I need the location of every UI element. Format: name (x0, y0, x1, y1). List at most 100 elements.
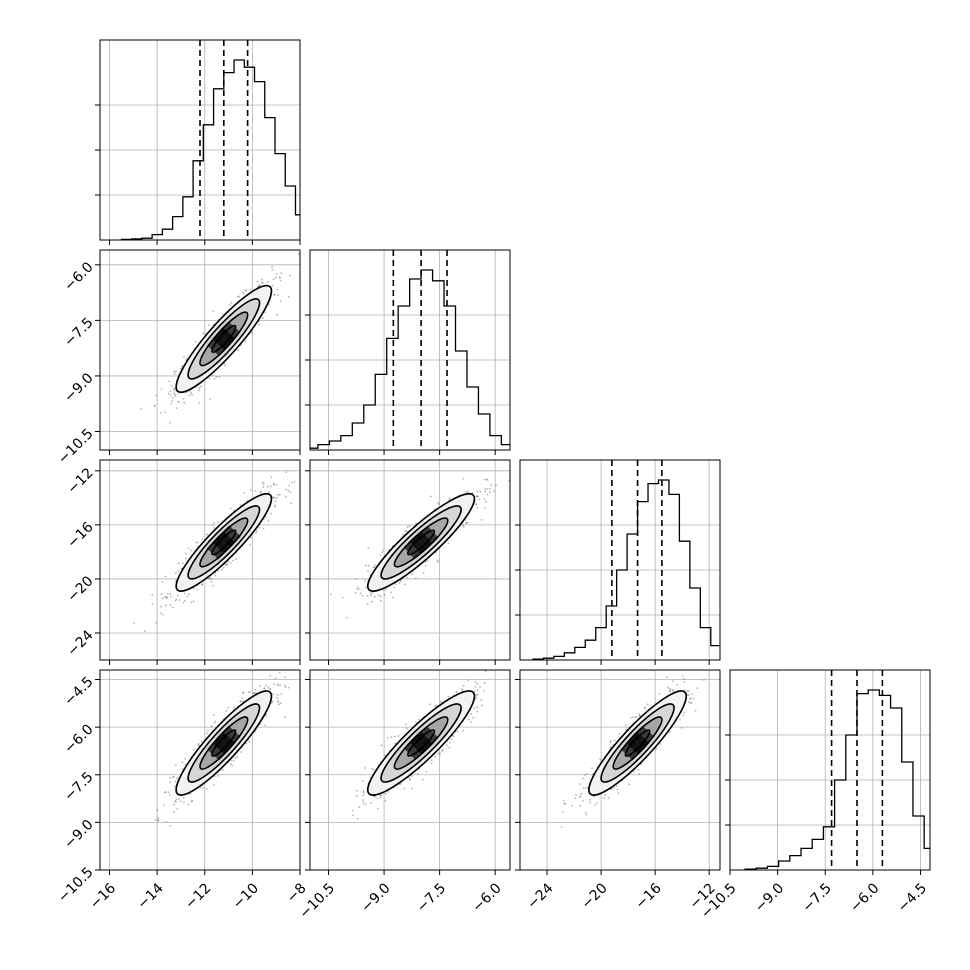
sample-point (279, 684, 281, 687)
sample-point (254, 490, 257, 492)
sample-point (298, 252, 300, 255)
sample-point (599, 758, 602, 761)
sample-point (163, 791, 166, 794)
sample-point (174, 764, 177, 767)
sample-point (255, 531, 257, 534)
sample-point (261, 481, 264, 484)
sample-point (184, 757, 187, 760)
sample-point (194, 340, 197, 343)
sample-point (276, 699, 279, 702)
sample-point (377, 594, 380, 597)
sample-point (680, 727, 683, 729)
sample-point (373, 795, 376, 798)
sample-point (157, 820, 160, 822)
sample-point (476, 490, 479, 493)
sample-point (643, 707, 646, 710)
sample-point (285, 488, 288, 491)
sample-point (422, 572, 425, 574)
sample-point (259, 685, 261, 687)
sample-point (410, 775, 413, 777)
sample-point (169, 390, 172, 393)
x-tick-label: −9.0 (358, 880, 393, 915)
sample-point (212, 374, 214, 377)
sample-point (250, 332, 253, 334)
sample-point (172, 810, 175, 813)
sample-point (603, 797, 605, 800)
scatter-panel-3-1: −24 −20 −16 −12 (64, 459, 301, 665)
sample-point (669, 731, 672, 734)
sample-point (484, 507, 486, 509)
sample-point (415, 522, 418, 525)
sample-point (447, 542, 450, 545)
sample-point (277, 701, 280, 704)
sample-point (370, 767, 373, 770)
sample-point (223, 362, 226, 365)
sample-point (169, 592, 172, 595)
sample-point (484, 670, 487, 673)
sample-point (176, 594, 179, 597)
plot-area (100, 670, 300, 870)
sample-point (172, 389, 175, 392)
sample-point (192, 600, 195, 603)
sample-point (405, 727, 408, 730)
x-tick-label: −6.0 (847, 880, 882, 915)
sample-point (198, 389, 201, 392)
sample-point (688, 690, 690, 693)
sample-point (683, 711, 686, 714)
sample-point (249, 536, 252, 539)
sample-point (153, 405, 156, 407)
sample-point (474, 690, 476, 693)
sample-point (585, 787, 587, 789)
sample-point (400, 783, 402, 785)
sample-point (180, 800, 182, 803)
sample-point (157, 817, 160, 820)
sample-point (237, 349, 240, 352)
sample-point (212, 310, 215, 313)
sample-point (355, 578, 358, 581)
sample-point (479, 686, 481, 688)
sample-point (207, 577, 210, 580)
sample-point (226, 563, 228, 566)
sample-point (618, 732, 620, 735)
sample-point (258, 323, 261, 326)
plot-area (520, 670, 720, 870)
sample-point (439, 700, 442, 703)
sample-point (167, 593, 169, 595)
sample-point (448, 746, 451, 749)
sample-point (224, 563, 227, 566)
sample-point (262, 483, 265, 485)
x-tick-label: −7.5 (414, 880, 449, 915)
sample-point (269, 687, 271, 690)
contour-line (199, 311, 249, 367)
sample-point (261, 317, 264, 320)
sample-point (277, 294, 280, 296)
sample-point (686, 689, 689, 692)
sample-point (476, 682, 479, 685)
sample-point (165, 821, 168, 823)
sample-point (614, 739, 617, 742)
sample-point (437, 752, 439, 755)
sample-point (462, 526, 465, 528)
axes-frame (729, 669, 931, 871)
sample-point (175, 798, 178, 801)
sample-point (471, 492, 474, 494)
sample-point (280, 272, 283, 275)
sample-point (379, 599, 382, 602)
sample-point (198, 402, 201, 404)
sample-point (247, 691, 250, 693)
sample-point (185, 391, 188, 394)
sample-point (242, 691, 245, 694)
sample-point (192, 748, 195, 751)
sample-point (274, 677, 277, 680)
sample-point (692, 697, 695, 700)
sample-point (190, 800, 193, 803)
sample-point (163, 804, 165, 807)
sample-point (579, 783, 581, 785)
sample-point (426, 559, 429, 562)
sample-point (345, 616, 348, 619)
sample-point (405, 530, 408, 533)
sample-point (151, 593, 154, 596)
sample-point (273, 294, 276, 296)
sample-point (289, 491, 292, 494)
sample-point (408, 525, 411, 527)
